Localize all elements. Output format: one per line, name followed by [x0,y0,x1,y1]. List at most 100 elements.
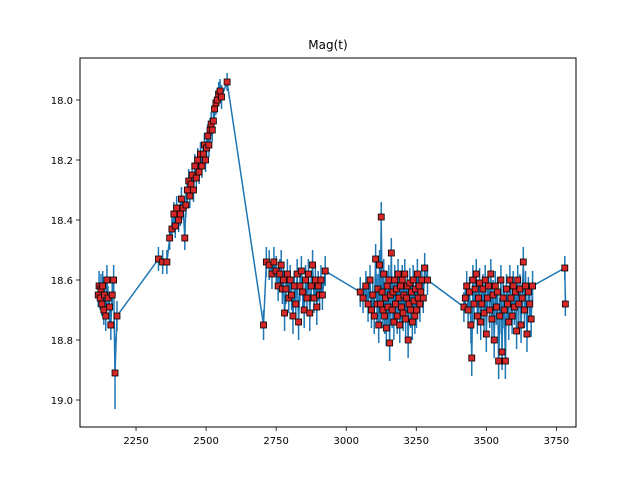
y-tick-label: 18.2 [51,156,73,167]
data-point [470,300,478,308]
data-point [469,276,477,284]
data-point [110,276,118,284]
data-point [386,339,394,347]
data-point [103,276,111,284]
data-point [187,180,195,188]
data-point [388,306,396,314]
data-point [304,270,312,278]
y-axis-ticks: 18.0 18.2 18.4 18.6 18.8 19.0 [51,96,80,407]
data-point [311,276,319,284]
data-point [362,282,370,290]
data-point [393,312,401,320]
data-point [190,186,197,194]
data-point [521,306,528,314]
data-point [194,156,202,164]
data-point [466,288,473,296]
plot-frame [79,57,577,428]
data-point [561,264,569,272]
data-point [390,318,398,326]
data-point [476,279,484,287]
data-point [401,270,409,278]
data-point [490,336,498,344]
y-tick-label: 18.4 [51,216,73,227]
data-point [397,282,404,290]
data-point [204,132,212,140]
data-point [309,261,316,269]
data-point [413,306,420,314]
data-point [484,294,491,302]
data-point [514,276,522,284]
x-tick-label: 3250 [404,436,429,447]
data-point [107,321,115,329]
data-point [468,354,476,362]
data-point [518,294,526,302]
y-tick-label: 19.0 [51,396,73,407]
data-point [306,309,314,317]
data-point [499,294,507,302]
data-point [377,213,385,221]
data-point [516,285,524,293]
data-point [394,270,402,278]
data-point [415,282,423,290]
data-point [314,282,322,290]
data-point [378,288,386,296]
data-point [413,270,421,278]
data-point [387,249,395,257]
data-point [288,291,295,299]
data-point [409,276,417,284]
data-point [513,327,520,335]
data-point [385,276,393,284]
data-point [183,186,191,194]
data-point [178,195,185,203]
data-point [504,300,512,308]
data-point [501,357,509,365]
data-point [497,276,505,284]
data-point [300,306,308,314]
data-point [359,294,367,302]
data-point [529,282,536,290]
data-point [191,162,199,170]
data-point [485,282,492,290]
data-point [277,261,285,269]
data-point [472,270,480,278]
data-point [506,276,514,284]
data-point [199,150,207,158]
data-point [481,276,489,284]
x-tick-label: 3000 [333,436,358,447]
data-point [313,303,321,311]
data-point [523,330,531,338]
data-point [421,264,429,272]
data-point [182,201,190,209]
data-point [276,270,284,278]
data-point [495,357,503,365]
data-point [486,306,494,314]
data-point [471,285,479,293]
data-point [493,303,500,311]
data-point [500,306,508,314]
data-point [376,261,383,269]
series-line [97,79,567,374]
data-point [496,312,504,320]
data-point [292,300,300,308]
x-tick-label: 3500 [474,436,499,447]
data-point [494,288,501,296]
data-point [98,300,106,308]
data-point [524,288,532,296]
data-point [171,222,179,230]
data-point [392,300,399,308]
data-point [307,282,315,290]
data-point [463,282,471,290]
data-point [364,300,372,308]
data-point [399,309,407,317]
data-point [479,285,487,293]
data-point [299,288,307,296]
data-point [270,258,278,266]
data-point [477,318,485,326]
data-point [223,78,231,86]
data-point [375,321,383,329]
data-point [192,174,200,182]
y-tick-label: 18.8 [51,336,73,347]
data-point [166,234,174,242]
data-point [208,126,216,134]
data-point [475,294,482,302]
